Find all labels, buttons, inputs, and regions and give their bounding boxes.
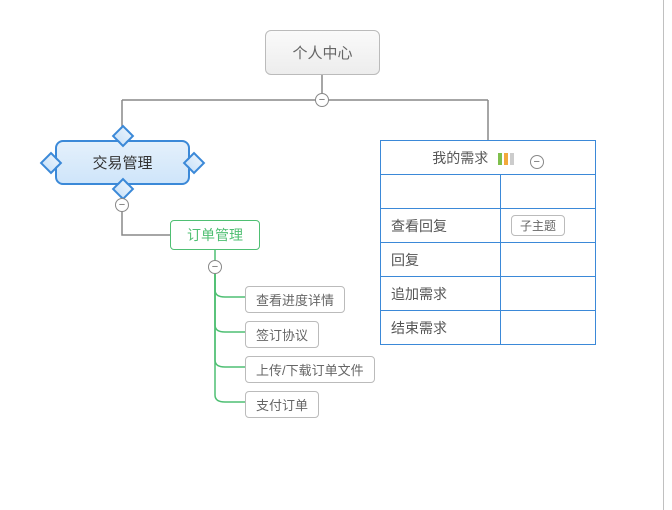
collapse-trade-icon[interactable]: − [115, 198, 129, 212]
cell-label: 回复 [391, 252, 419, 268]
leaf-progress[interactable]: 查看进度详情 [245, 286, 345, 313]
demand-table[interactable]: 我的需求 − 查看回复 子主题 回复 追加需求 结束需求 [380, 140, 596, 345]
demand-header[interactable]: 我的需求 − [381, 141, 596, 175]
table-row[interactable]: 查看回复 子主题 [381, 209, 596, 243]
leaf-label: 查看进度详情 [256, 293, 334, 308]
table-row[interactable]: 追加需求 [381, 277, 596, 311]
leaf-label: 支付订单 [256, 398, 308, 413]
order-management-node[interactable]: 订单管理 [170, 220, 260, 250]
collapse-root-icon[interactable]: − [315, 93, 329, 107]
root-node[interactable]: 个人中心 [265, 30, 380, 75]
leaf-pay[interactable]: 支付订单 [245, 391, 319, 418]
subtopic-node[interactable]: 子主题 [511, 215, 565, 236]
subtopic-label: 子主题 [520, 219, 556, 233]
root-label: 个人中心 [292, 42, 352, 63]
cell-label: 结束需求 [391, 320, 447, 336]
table-row[interactable]: 回复 [381, 243, 596, 277]
cell-label: 追加需求 [391, 286, 447, 302]
mindmap-canvas: 个人中心 − 交易管理 − 订单管理 − 查看进度详情 签订协议 上传/下载订单… [0, 0, 672, 510]
demand-title: 我的需求 [432, 150, 488, 166]
leaf-label: 上传/下载订单文件 [256, 363, 364, 378]
order-label: 订单管理 [187, 225, 243, 245]
bar [498, 153, 502, 165]
leaf-sign[interactable]: 签订协议 [245, 321, 319, 348]
bar [510, 153, 514, 165]
collapse-order-icon[interactable]: − [208, 260, 222, 274]
collapse-demand-icon[interactable]: − [530, 155, 544, 169]
trade-label: 交易管理 [92, 152, 152, 173]
cell-label: 查看回复 [391, 218, 447, 234]
leaf-files[interactable]: 上传/下载订单文件 [245, 356, 375, 383]
bar [504, 153, 508, 165]
table-row[interactable]: 结束需求 [381, 311, 596, 345]
table-row[interactable] [381, 175, 596, 209]
pane-border [663, 0, 664, 510]
leaf-label: 签订协议 [256, 328, 308, 343]
progress-bars-icon [498, 153, 514, 165]
